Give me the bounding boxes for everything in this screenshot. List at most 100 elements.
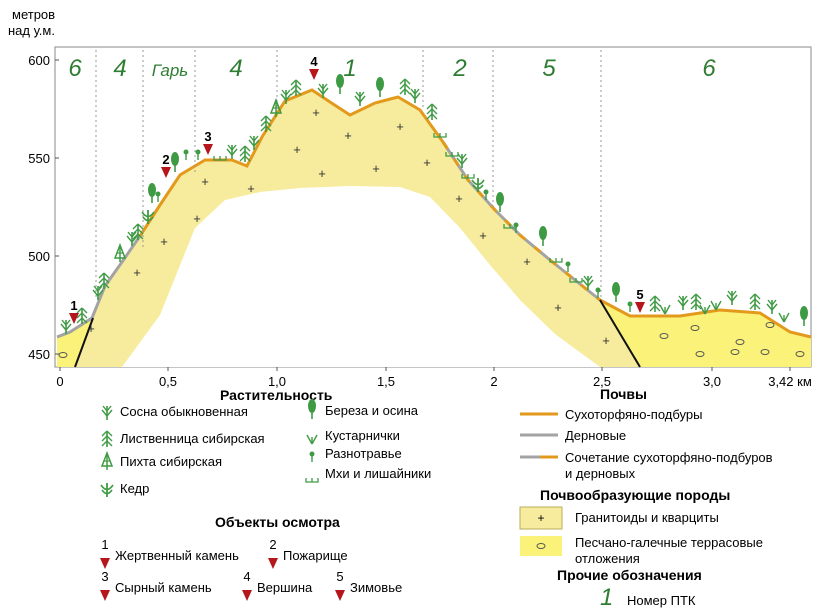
pine-icon: [354, 91, 366, 106]
soil-line-podbur: [138, 88, 445, 237]
legend-vegetation-label: Береза и осина: [325, 403, 419, 418]
herb-icon: [565, 261, 571, 272]
legend-vegetation-label: Разнотравье: [325, 446, 402, 461]
shrub-icon: [659, 304, 671, 315]
bedrock-cross: +: [312, 105, 320, 120]
birch-icon: [148, 183, 156, 203]
legend-object-label: Вершина: [257, 580, 313, 595]
herb-icon: [483, 189, 489, 200]
moss-icon: [433, 133, 447, 138]
legend-vegetation-label: Пихта сибирская: [120, 454, 222, 469]
pebble: [659, 333, 669, 339]
profile-markers: 1 2 3 4 5: [69, 54, 645, 324]
bedrock-cross: +: [293, 142, 301, 157]
pebble: [795, 351, 805, 357]
zone-label: 4: [113, 55, 126, 82]
marker-triangle-icon: [242, 590, 252, 601]
shrub-icon: [699, 304, 711, 315]
pine-icon: [766, 299, 778, 314]
marker-triangle-icon: [161, 167, 171, 178]
cedar-icon: [141, 210, 155, 224]
pine-icon: [409, 88, 421, 103]
x-tick-label: 0: [56, 374, 63, 389]
zone-label: 2: [452, 55, 466, 82]
legend-other-title: Прочие обозначения: [557, 567, 702, 583]
y-tick-label: 450: [28, 347, 50, 362]
legend-ptk-label: Номер ПТК: [627, 593, 696, 608]
moss-icon: [569, 278, 583, 283]
bedrock-cross: +: [201, 174, 209, 189]
pebble: [735, 339, 745, 345]
cedar-icon: [471, 178, 485, 192]
larch-icon: [239, 145, 251, 162]
pine-icon: [582, 275, 594, 290]
legend-granitoid-swatch: [519, 506, 563, 530]
legend-object-number: 2: [269, 537, 276, 552]
zone-dividers: [95, 50, 602, 300]
bedrock-crosses: + + + + + + + + + + + + + + + + + +: [87, 105, 610, 348]
pebble: [765, 322, 775, 328]
x-tick-label: 0,5: [159, 374, 177, 389]
shrub-icon: [306, 434, 318, 445]
granitoid-inner-cutout: [122, 186, 600, 367]
legend-vegetation-label: Кустарнички: [325, 428, 400, 443]
fault-line-right: [599, 299, 641, 368]
birch-icon: [336, 74, 344, 94]
legend-object-number: 3: [101, 569, 108, 584]
fir-icon: [113, 242, 127, 262]
legend-soil-sod-label: Дерновые: [565, 428, 626, 443]
legend-rocks-title: Почвообразующие породы: [540, 487, 730, 503]
y-axis-ticks: 600 550 500 450: [28, 53, 59, 362]
x-tick-label: 2: [490, 374, 497, 389]
zone-label: 6: [702, 55, 716, 82]
pebble: [730, 349, 740, 355]
legend-objects: 1 Жертвенный камень 2 Пожарище 3 Сырный камен…: [100, 537, 402, 601]
pine-icon: [280, 89, 292, 104]
profile-vegetation: [60, 74, 808, 334]
pebble: [760, 349, 770, 355]
marker-triangle-icon: [335, 590, 345, 601]
cedar-icon: [100, 483, 114, 497]
zone-label: 6: [68, 55, 82, 82]
zone-label: 1: [343, 55, 356, 82]
legend-object-number: 5: [336, 569, 343, 584]
marker-number: 5: [636, 287, 643, 302]
legend-object-label: Пожарище: [283, 548, 348, 563]
marker-triangle-icon: [309, 69, 319, 80]
birch-icon: [800, 306, 808, 326]
x-tick-label: 1,0: [268, 374, 286, 389]
bedrock-cross: +: [602, 333, 610, 348]
legend-vegetation-title: Растительность: [220, 387, 333, 403]
bedrock-cross: +: [247, 181, 255, 196]
bedrock-cross: +: [479, 228, 487, 243]
bedrock-cross: +: [193, 211, 201, 226]
birch-icon: [612, 282, 620, 302]
y-unit-line2: над у.м.: [8, 23, 55, 38]
legend-terrace-swatch: [520, 536, 562, 556]
soil-line-combination-overlay: [441, 141, 601, 302]
marker-triangle-icon: [635, 302, 645, 313]
legend-object-number: 1: [101, 537, 108, 552]
x-tick-label: 1,5: [377, 374, 395, 389]
larch-icon: [132, 223, 144, 240]
larch-icon: [76, 307, 88, 324]
marker-triangle-icon: [203, 144, 213, 155]
legend-granitoid-label: Гранитоиды и кварциты: [575, 510, 719, 525]
fir-icon: [269, 97, 283, 117]
marker-triangle-icon: [100, 590, 110, 601]
bedrock-cross: +: [455, 191, 463, 206]
bedrock-cross: +: [423, 155, 431, 170]
pine-icon: [248, 135, 260, 150]
zone-label: Гарь: [152, 61, 189, 80]
herb-icon: [513, 222, 519, 233]
bedrock-cross: +: [554, 300, 562, 315]
herb-icon: [627, 301, 633, 312]
zone-label: 5: [542, 55, 556, 82]
legend-vegetation-label: Сосна обыкновенная: [120, 404, 248, 419]
fir-icon: [100, 450, 114, 470]
legend-vegetation-label: Лиственница сибирская: [120, 431, 265, 446]
y-tick-label: 500: [28, 249, 50, 264]
pine-icon: [317, 83, 329, 98]
pine-icon: [726, 290, 738, 305]
legend-soil-combination-label: Сочетание сухоторфяно-подбуров: [565, 450, 773, 465]
